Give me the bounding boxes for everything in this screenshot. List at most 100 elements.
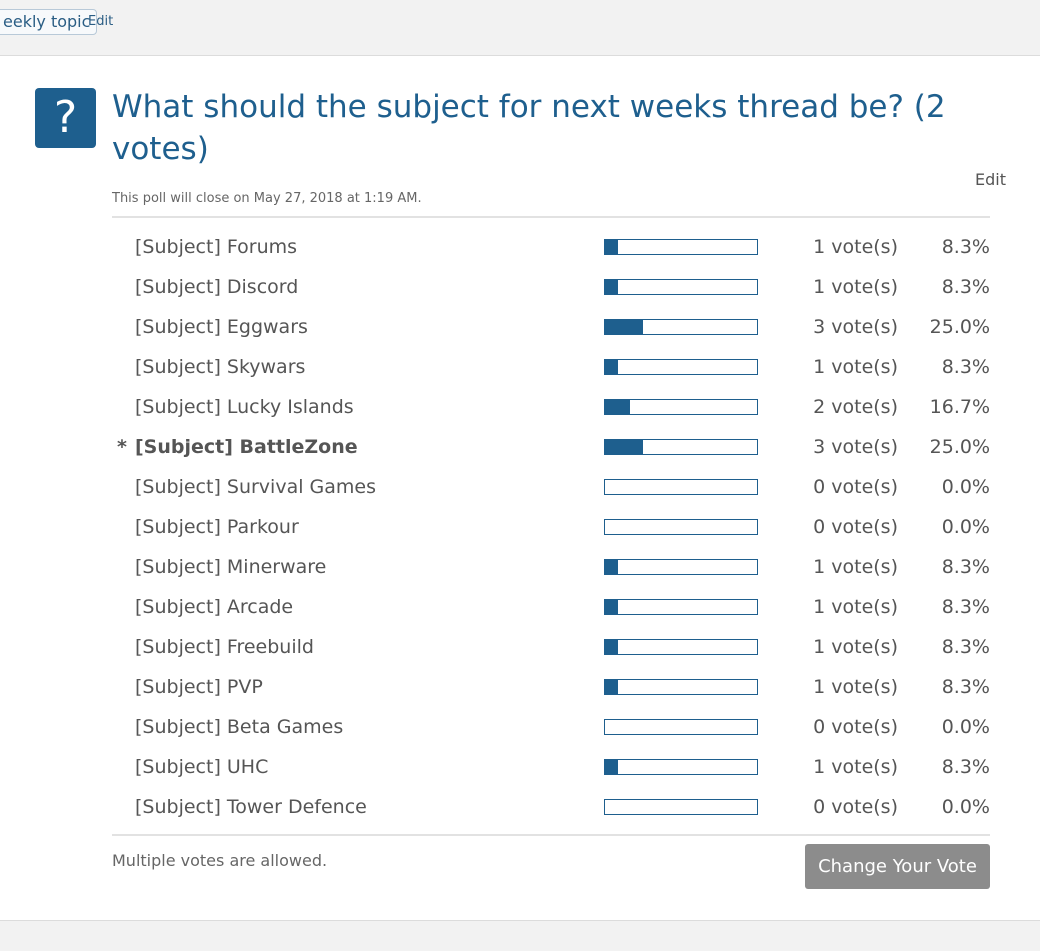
- poll-option-percent: 0.0%: [941, 796, 990, 818]
- poll-option-label: [Subject] Discord: [135, 276, 299, 298]
- poll-option-bar: [604, 679, 758, 695]
- poll-option-percent: 8.3%: [941, 356, 990, 378]
- poll-option-bar: [604, 359, 758, 375]
- poll-option-percent: 25.0%: [929, 316, 990, 338]
- poll-option-percent: 0.0%: [941, 476, 990, 498]
- poll-option-label: [Subject] Arcade: [135, 596, 294, 618]
- poll-option-row: [Subject] Lucky Islands 2 vote(s) 16.7%: [112, 387, 990, 427]
- poll-option-row: [Subject] Forums 1 vote(s) 8.3%: [112, 227, 990, 267]
- poll-option-row: [Subject] Survival Games 0 vote(s) 0.0%: [112, 467, 990, 507]
- poll-option-bar-fill: [605, 680, 618, 694]
- poll-option-votes: 0 vote(s): [813, 796, 898, 818]
- poll-option-votes: 0 vote(s): [813, 516, 898, 538]
- poll-option-bar: [604, 279, 758, 295]
- poll-option-label: [Subject] BattleZone: [135, 436, 358, 458]
- poll-option-bar-fill: [605, 400, 631, 414]
- poll-option-percent: 8.3%: [941, 236, 990, 258]
- poll-option-bar: [604, 719, 758, 735]
- poll-option-votes: 1 vote(s): [813, 756, 898, 778]
- poll-option-row: [Subject] Skywars 1 vote(s) 8.3%: [112, 347, 990, 387]
- poll-option-votes: 1 vote(s): [813, 636, 898, 658]
- poll-bottom-divider: [112, 834, 990, 836]
- poll-option-label: [Subject] Beta Games: [135, 716, 344, 738]
- poll-option-percent: 0.0%: [941, 716, 990, 738]
- poll-option-votes: 1 vote(s): [813, 596, 898, 618]
- poll-option-bar-fill: [605, 440, 643, 454]
- page-bottom-strip: [0, 920, 1040, 951]
- poll-option-label: [Subject] Freebuild: [135, 636, 314, 658]
- poll-option-bar: [604, 559, 758, 575]
- poll-option-bar: [604, 479, 758, 495]
- poll-option-bar: [604, 519, 758, 535]
- change-vote-button[interactable]: Change Your Vote: [805, 844, 990, 889]
- poll-option-bar-fill: [605, 560, 618, 574]
- poll-option-row: [Subject] UHC 1 vote(s) 8.3%: [112, 747, 990, 787]
- poll-option-votes: 1 vote(s): [813, 556, 898, 578]
- poll-option-bar: [604, 239, 758, 255]
- poll-option-row: [Subject] Eggwars 3 vote(s) 25.0%: [112, 307, 990, 347]
- poll-option-bar-fill: [605, 360, 618, 374]
- tag-edit-link[interactable]: Edit: [88, 14, 114, 29]
- poll-option-label: [Subject] Tower Defence: [135, 796, 367, 818]
- poll-option-bar-fill: [605, 280, 618, 294]
- poll-option-percent: 8.3%: [941, 636, 990, 658]
- poll-results-list: [Subject] Forums 1 vote(s) 8.3% [Subject] D…: [112, 227, 990, 827]
- poll-option-row: [Subject] Arcade 1 vote(s) 8.3%: [112, 587, 990, 627]
- poll-option-row: [Subject] Parkour 0 vote(s) 0.0%: [112, 507, 990, 547]
- poll-option-row: [Subject] Discord 1 vote(s) 8.3%: [112, 267, 990, 307]
- poll-option-percent: 25.0%: [929, 436, 990, 458]
- poll-option-votes: 1 vote(s): [813, 236, 898, 258]
- poll-option-label: [Subject] Eggwars: [135, 316, 308, 338]
- poll-option-bar: [604, 439, 758, 455]
- poll-option-bar: [604, 319, 758, 335]
- poll-option-votes: 3 vote(s): [813, 316, 898, 338]
- voted-marker: *: [117, 436, 127, 458]
- poll-edit-link[interactable]: Edit: [975, 170, 1006, 189]
- multiple-votes-note: Multiple votes are allowed.: [112, 851, 328, 870]
- poll-option-percent: 8.3%: [941, 596, 990, 618]
- poll-option-label: [Subject] Minerware: [135, 556, 327, 578]
- poll-option-bar-fill: [605, 320, 643, 334]
- question-mark-icon: ?: [35, 88, 96, 148]
- poll-option-bar-fill: [605, 600, 618, 614]
- poll-option-votes: 0 vote(s): [813, 716, 898, 738]
- poll-option-row: [Subject] Beta Games 0 vote(s) 0.0%: [112, 707, 990, 747]
- poll-option-percent: 8.3%: [941, 556, 990, 578]
- poll-option-percent: 8.3%: [941, 756, 990, 778]
- poll-option-percent: 8.3%: [941, 276, 990, 298]
- poll-option-bar-fill: [605, 760, 618, 774]
- poll-option-percent: 0.0%: [941, 516, 990, 538]
- poll-option-votes: 1 vote(s): [813, 276, 898, 298]
- poll-option-label: [Subject] Survival Games: [135, 476, 376, 498]
- poll-option-bar: [604, 799, 758, 815]
- poll-option-label: [Subject] Parkour: [135, 516, 299, 538]
- poll-option-row: [Subject] Tower Defence 0 vote(s) 0.0%: [112, 787, 990, 827]
- poll-option-label: [Subject] Lucky Islands: [135, 396, 354, 418]
- poll-option-percent: 16.7%: [929, 396, 990, 418]
- poll-option-votes: 2 vote(s): [813, 396, 898, 418]
- poll-option-votes: 1 vote(s): [813, 676, 898, 698]
- poll-option-row: [Subject] Minerware 1 vote(s) 8.3%: [112, 547, 990, 587]
- poll-option-label: [Subject] PVP: [135, 676, 263, 698]
- thread-header-strip: eekly topic Edit: [0, 0, 1040, 56]
- poll-option-bar: [604, 399, 758, 415]
- poll-option-row: [Subject] PVP 1 vote(s) 8.3%: [112, 667, 990, 707]
- poll-option-label: [Subject] Forums: [135, 236, 298, 258]
- poll-title: What should the subject for next weeks t…: [112, 89, 946, 167]
- poll-option-label: [Subject] UHC: [135, 756, 269, 778]
- poll-option-bar-fill: [605, 240, 618, 254]
- poll-option-row: [Subject] Freebuild 1 vote(s) 8.3%: [112, 627, 990, 667]
- poll-option-votes: 1 vote(s): [813, 356, 898, 378]
- poll-option-row: * [Subject] BattleZone 3 vote(s) 25.0%: [112, 427, 990, 467]
- poll-option-bar: [604, 759, 758, 775]
- poll-option-bar: [604, 639, 758, 655]
- poll-top-divider: [112, 216, 990, 218]
- poll-option-votes: 3 vote(s): [813, 436, 898, 458]
- poll-option-bar: [604, 599, 758, 615]
- poll-close-note: This poll will close on May 27, 2018 at …: [112, 191, 422, 206]
- thread-tag[interactable]: eekly topic: [0, 9, 98, 35]
- poll-option-percent: 8.3%: [941, 676, 990, 698]
- poll-option-label: [Subject] Skywars: [135, 356, 306, 378]
- poll-option-bar-fill: [605, 640, 618, 654]
- poll-option-votes: 0 vote(s): [813, 476, 898, 498]
